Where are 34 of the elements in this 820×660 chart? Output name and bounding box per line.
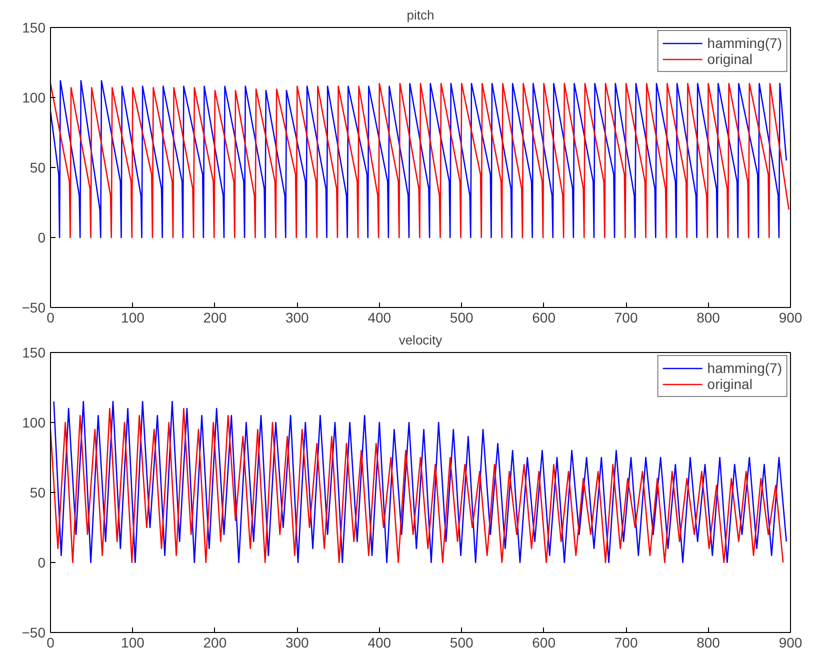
y-tick-label: 50 [30,160,46,176]
y-tick-label: 100 [22,90,46,106]
x-tick-label: 600 [532,634,556,650]
y-tick-label: 150 [22,344,46,360]
y-tick-label: −50 [22,300,46,316]
y-tick-label: 50 [30,484,46,500]
x-tick-label: 700 [614,310,638,326]
x-tick-label: 400 [368,310,392,326]
x-tick-label: 900 [778,634,802,650]
y-tick-label: −50 [22,624,46,640]
x-tick-label: 800 [696,634,720,650]
x-tick-label: 700 [614,634,638,650]
x-tick-label: 500 [450,634,474,650]
x-tick-label: 600 [532,310,556,326]
x-tick-label: 800 [696,310,720,326]
x-tick-label: 200 [203,634,227,650]
x-tick-label: 900 [778,310,802,326]
x-tick-label: 100 [121,310,145,326]
x-tick-label: 500 [450,310,474,326]
x-tick-label: 300 [285,634,310,650]
legend-label: original [707,51,752,67]
y-tick-label: 100 [22,414,46,430]
x-tick-label: 200 [203,310,227,326]
legend-label: hamming(7) [707,360,782,376]
chart-title: velocity [398,332,443,348]
x-tick-label: 400 [368,634,392,650]
x-tick-label: 100 [121,634,145,650]
legend-label: hamming(7) [707,35,782,51]
y-tick-label: 150 [22,20,46,36]
x-tick-label: 300 [285,310,310,326]
chart-title: pitch [406,8,434,22]
y-tick-label: 0 [38,230,46,246]
legend-label: original [707,376,752,392]
y-tick-label: 0 [38,554,46,570]
